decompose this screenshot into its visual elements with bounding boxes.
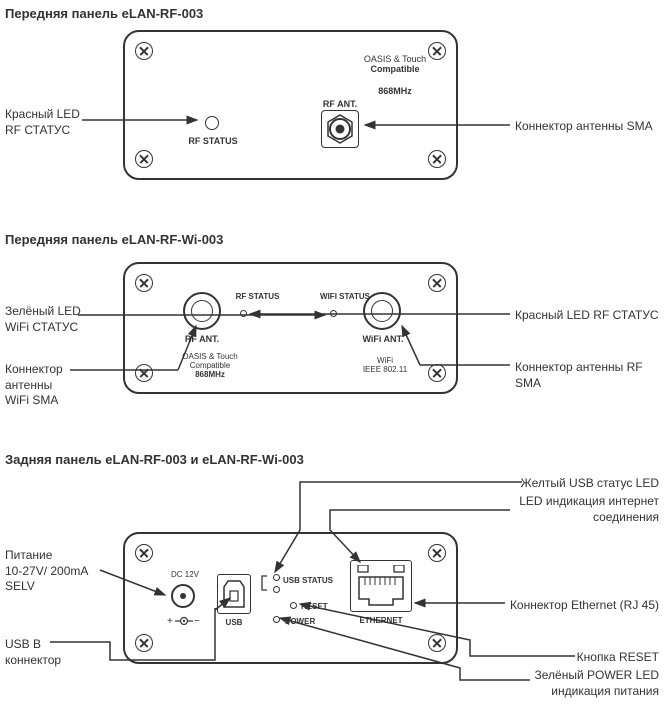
oasis-text: OASIS & Touch Compatible 868MHz	[170, 352, 250, 379]
screw	[135, 42, 153, 60]
rf-ant-text: RF ANT.	[177, 334, 227, 344]
usb-status-led1	[273, 574, 280, 581]
dot	[336, 125, 345, 134]
t: OASIS & Touch	[364, 54, 426, 64]
rf-ant-conn	[329, 118, 351, 140]
section1-title: Передняя панель eLAN-RF-003	[5, 6, 203, 21]
screw	[428, 150, 446, 168]
s2-right1: Красный LED RF СТАТУС	[515, 308, 659, 324]
usb-text: USB	[217, 618, 251, 627]
s2-left2: Коннектор антенны WiFi SMA	[5, 362, 63, 409]
reset-btn	[290, 602, 297, 609]
t: SELV	[5, 579, 35, 593]
eth-inner	[355, 565, 407, 607]
t: RF СТАТУС	[5, 123, 70, 137]
t: соединения	[593, 510, 659, 524]
screw	[135, 274, 153, 292]
t: USB B	[5, 637, 41, 651]
eth-text: ETHERNET	[350, 616, 412, 625]
t: 868MHz	[195, 370, 225, 379]
t: LED индикация интернет	[519, 494, 659, 508]
dc-text: DC 12V	[163, 570, 207, 579]
reset-text: RESET	[301, 602, 341, 611]
t: Зелёный LED	[5, 304, 81, 318]
t: Compatible	[190, 361, 230, 370]
dot	[180, 593, 186, 599]
s2-right2: Коннектор антенны RF SMA	[515, 360, 669, 391]
rf-ant-text: RF ANT.	[315, 99, 365, 109]
rf-status-text: RF STATUS	[230, 292, 285, 301]
t: индикация питания	[551, 684, 659, 698]
t: 10-27V/ 200mA	[5, 564, 88, 578]
screw	[428, 634, 446, 652]
section2-title: Передняя панель eLAN-RF-Wi-003	[5, 232, 223, 247]
rf-status-led	[240, 310, 247, 317]
s3-left2: USB B коннектор	[5, 637, 61, 668]
t: WiFi СТАТУС	[5, 320, 78, 334]
s3-right1: Желтый USB статус LED	[521, 476, 659, 492]
t: Коннектор	[5, 362, 63, 376]
power-led	[273, 616, 280, 623]
panel-3: DC 12V + − USB USB STATUS RESET POWER	[123, 532, 458, 664]
wifi-status-led	[330, 310, 337, 317]
s3-right5: Зелёный POWER LED индикация питания	[535, 668, 660, 699]
screw	[135, 544, 153, 562]
svg-text:−: −	[194, 616, 200, 627]
screw	[135, 634, 153, 652]
rf-ant-conn	[183, 292, 221, 330]
t: коннектор	[5, 653, 61, 667]
t: OASIS & Touch	[182, 352, 237, 361]
svg-text:+: +	[167, 616, 173, 627]
power-text: POWER	[285, 617, 325, 626]
inner	[371, 300, 393, 322]
screw	[135, 150, 153, 168]
s3-left1: Питание 10-27V/ 200mA SELV	[5, 548, 88, 595]
section3-title: Задняя панель eLAN-RF-003 и eLAN-RF-Wi-0…	[5, 452, 304, 467]
usb-status-led2	[273, 586, 280, 593]
s3-right2: LED индикация интернет соединения	[519, 494, 659, 525]
t: антенны	[5, 378, 52, 392]
screw	[428, 364, 446, 382]
t: Compatible	[370, 64, 419, 74]
oasis-text: OASIS & Touch Compatible	[350, 54, 440, 74]
t: WiFi SMA	[5, 393, 58, 407]
panel-2: RF ANT. RF STATUS WIFI STATUS WiFi ANT. …	[123, 262, 458, 394]
wifi-ant-conn	[363, 292, 401, 330]
rf-status-text: RF STATUS	[183, 136, 243, 146]
screw	[428, 544, 446, 562]
s1-label-red-led: Красный LED RF СТАТУС	[5, 107, 80, 138]
polarity-icon: + −	[167, 614, 201, 628]
usb-inner	[222, 579, 246, 609]
screw	[135, 364, 153, 382]
freq-text: 868MHz	[370, 86, 420, 96]
screw	[428, 274, 446, 292]
dc-jack	[171, 584, 195, 608]
rf-status-led	[205, 116, 219, 130]
s3-right3: Коннектор Ethernet (RJ 45)	[510, 598, 659, 614]
wifi-text: WiFi IEEE 802.11	[350, 356, 420, 374]
t: Зелёный POWER LED	[535, 668, 660, 682]
t: Питание	[5, 548, 52, 562]
t: IEEE 802.11	[363, 365, 407, 374]
usb-status-text: USB STATUS	[283, 576, 343, 585]
t: WiFi	[377, 356, 393, 365]
wifi-ant-text: WiFi ANT.	[353, 334, 413, 344]
panel-1: OASIS & Touch Compatible 868MHz RF STATU…	[123, 30, 458, 180]
s1-label-sma: Коннектор антенны SMA	[515, 119, 653, 135]
s2-left1: Зелёный LED WiFi СТАТУС	[5, 304, 81, 335]
inner	[191, 300, 213, 322]
t: Красный LED	[5, 107, 80, 121]
s3-right4: Кнопка RESET	[577, 650, 659, 666]
